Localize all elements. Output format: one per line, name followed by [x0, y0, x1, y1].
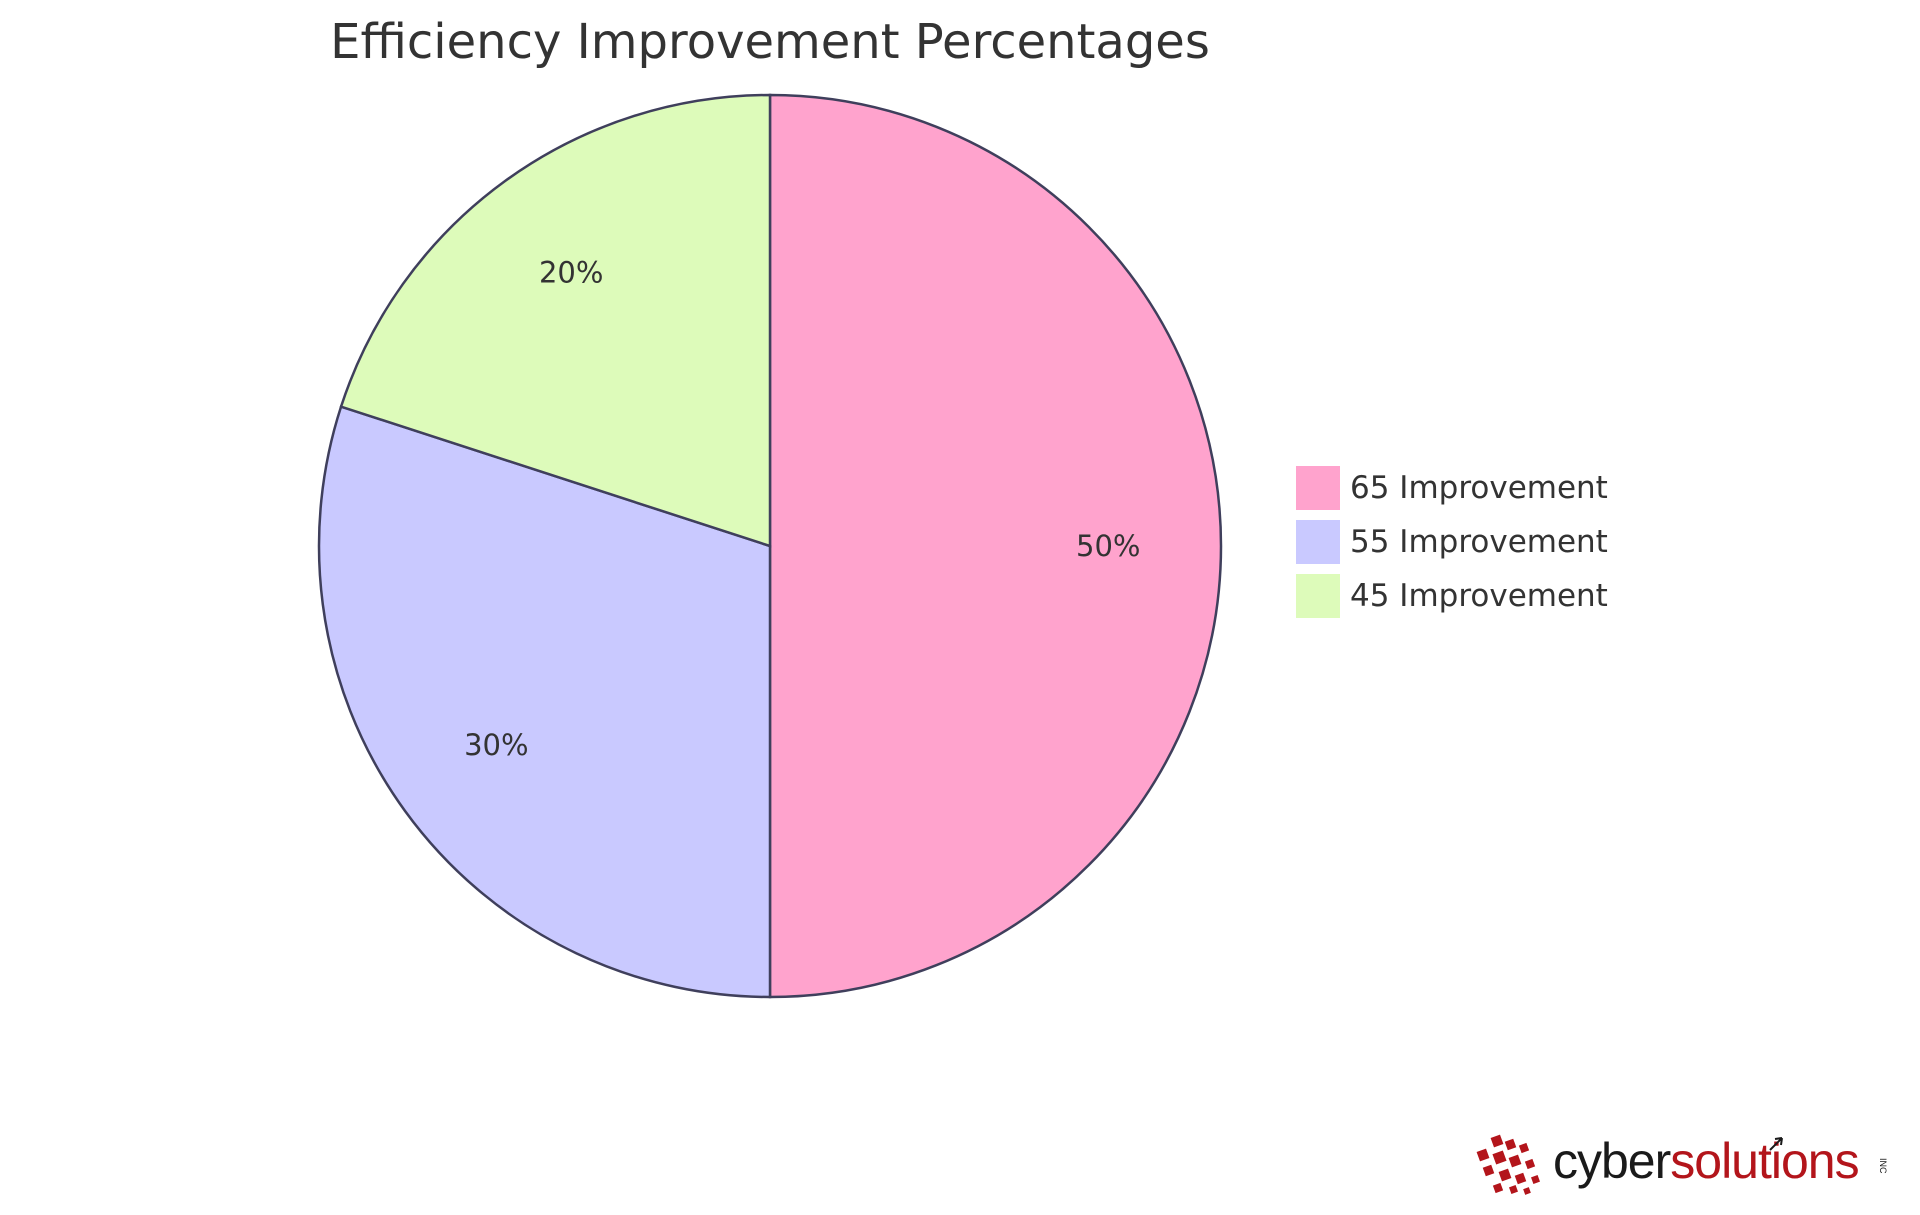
logo-square-4 — [1492, 1150, 1507, 1165]
logo-square-5 — [1508, 1154, 1522, 1168]
pie-slice-2 — [339, 93, 772, 548]
pie-slice-0 — [768, 93, 1223, 999]
legend-label-2: 45 Improvement — [1350, 578, 1608, 614]
svg-text:cybersolutions: cybersolutions — [1553, 1133, 1859, 1189]
legend-swatch-0 — [1296, 466, 1340, 510]
logo-inc: INC — [1878, 1158, 1888, 1174]
chart-title: Efficiency Improvement Percentages — [330, 14, 1210, 70]
logo-square-1 — [1504, 1138, 1517, 1151]
logo-square-0 — [1490, 1134, 1504, 1148]
logo-square-8 — [1498, 1168, 1512, 1182]
pie — [317, 93, 1223, 999]
slice-labels: 50% 30% 20% — [464, 255, 1140, 761]
legend: 65 Improvement 55 Improvement 45 Improveme… — [1296, 466, 1608, 618]
slice-label-2: 20% — [539, 255, 603, 289]
logo-arrow-icon — [1769, 1137, 1783, 1151]
legend-swatch-2 — [1296, 574, 1340, 618]
logo-text-cyber: cyber — [1553, 1133, 1671, 1189]
logo-square-13 — [1523, 1187, 1531, 1195]
logo-mark-icon — [1476, 1134, 1540, 1195]
logo-square-2 — [1518, 1142, 1530, 1154]
legend-label-1: 55 Improvement — [1350, 524, 1608, 560]
logo-square-3 — [1476, 1148, 1490, 1162]
logo-square-7 — [1482, 1164, 1495, 1177]
logo-square-11 — [1492, 1182, 1504, 1194]
logo-square-6 — [1524, 1158, 1536, 1170]
legend-swatch-1 — [1296, 520, 1340, 564]
logo-square-12 — [1509, 1185, 1518, 1194]
logo-text-solutions: solutions — [1670, 1133, 1858, 1189]
slice-label-0: 50% — [1076, 529, 1140, 563]
pie-slice-1 — [317, 405, 772, 999]
company-logo: cybersolutions INC — [1476, 1133, 1888, 1195]
logo-square-10 — [1531, 1175, 1540, 1184]
logo-square-9 — [1514, 1172, 1527, 1185]
legend-label-0: 65 Improvement — [1350, 470, 1608, 506]
slice-label-1: 30% — [464, 728, 528, 762]
